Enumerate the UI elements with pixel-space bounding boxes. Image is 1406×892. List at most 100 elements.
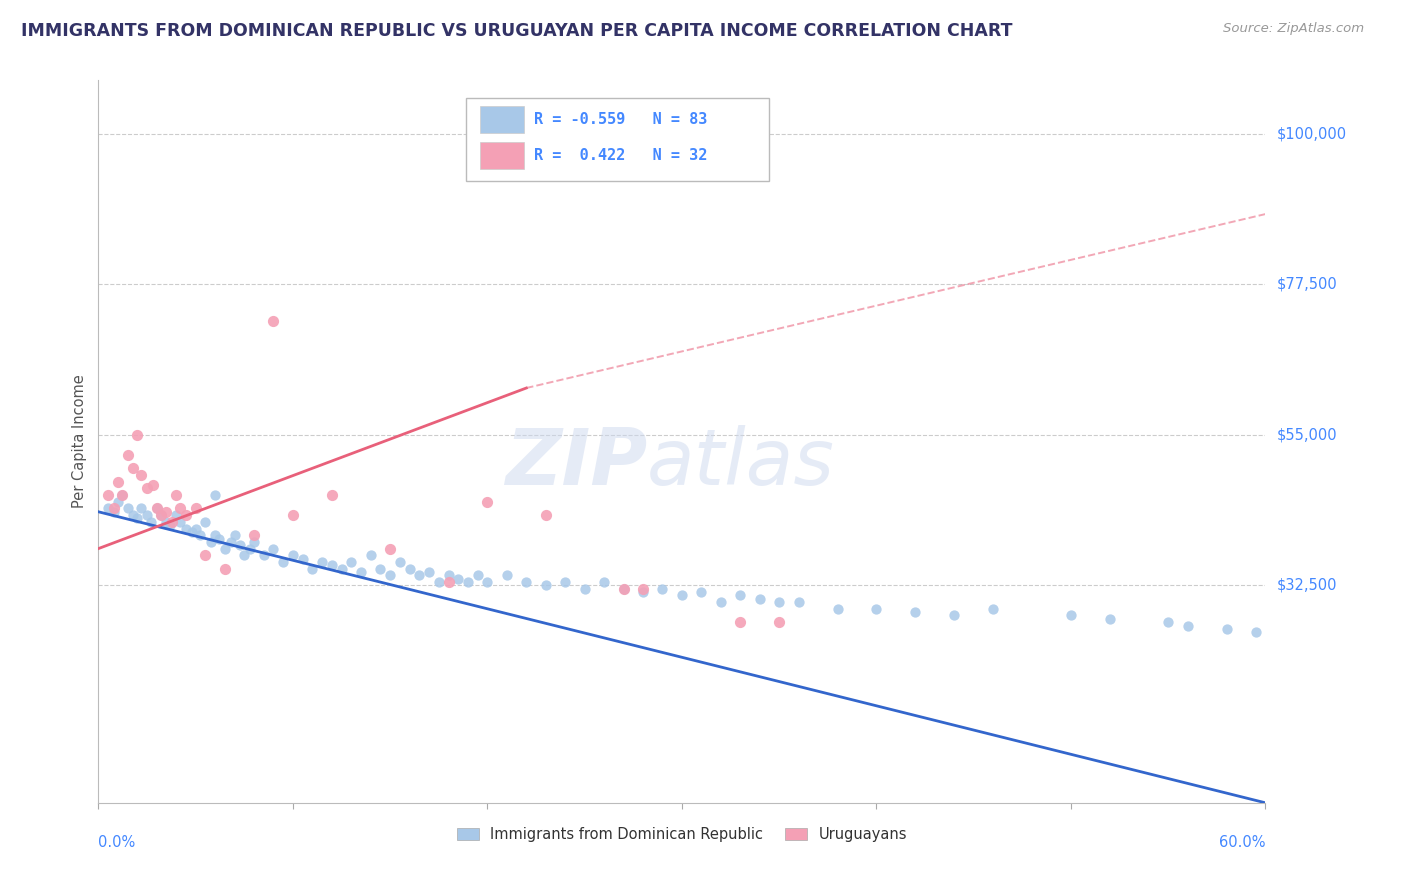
FancyBboxPatch shape <box>479 105 524 133</box>
Point <box>224 528 246 542</box>
Point <box>229 538 252 552</box>
Point <box>281 508 304 523</box>
Text: R = -0.559   N = 83: R = -0.559 N = 83 <box>534 112 707 127</box>
Point <box>214 562 236 576</box>
Point <box>671 589 693 603</box>
Point <box>418 565 440 579</box>
Point <box>457 575 479 590</box>
Point <box>200 534 222 549</box>
Point <box>613 582 636 596</box>
Point <box>427 575 450 590</box>
Text: Source: ZipAtlas.com: Source: ZipAtlas.com <box>1223 22 1364 36</box>
Point <box>127 427 149 442</box>
Point <box>1157 615 1180 630</box>
Point <box>129 501 152 516</box>
Point <box>534 508 557 523</box>
Text: $32,500: $32,500 <box>1277 578 1337 593</box>
Y-axis label: Per Capita Income: Per Capita Income <box>72 375 87 508</box>
Point <box>253 548 276 563</box>
Text: $55,000: $55,000 <box>1277 427 1337 442</box>
Point <box>380 541 402 556</box>
Point <box>169 501 191 516</box>
Point <box>904 605 927 619</box>
Point <box>350 565 373 579</box>
Text: 60.0%: 60.0% <box>1219 835 1265 850</box>
Point <box>613 582 636 596</box>
Point <box>149 508 172 523</box>
Point <box>943 608 966 623</box>
Point <box>117 448 139 462</box>
Point <box>233 548 256 563</box>
Point <box>194 515 217 529</box>
Point <box>174 508 197 523</box>
Point <box>447 572 470 586</box>
Point <box>136 508 159 523</box>
Point <box>219 534 242 549</box>
Point <box>122 461 145 475</box>
Point <box>103 505 125 519</box>
Point <box>184 501 207 516</box>
Point <box>321 558 343 573</box>
Point <box>142 478 165 492</box>
Text: $77,500: $77,500 <box>1277 277 1337 292</box>
Point <box>981 602 1004 616</box>
Point <box>311 555 333 569</box>
Point <box>477 575 499 590</box>
Point <box>204 528 226 542</box>
FancyBboxPatch shape <box>465 98 769 181</box>
Point <box>97 488 120 502</box>
Point <box>155 515 177 529</box>
Point <box>1098 612 1121 626</box>
Point <box>690 585 713 599</box>
Point <box>291 551 314 566</box>
Point <box>111 488 134 502</box>
Point <box>184 521 207 535</box>
Point <box>321 488 343 502</box>
Point <box>243 528 266 542</box>
FancyBboxPatch shape <box>479 142 524 169</box>
Point <box>730 615 752 630</box>
Point <box>865 602 887 616</box>
Point <box>467 568 489 582</box>
Point <box>165 508 187 523</box>
Point <box>398 562 420 576</box>
Point <box>340 555 363 569</box>
Point <box>1060 608 1083 623</box>
Point <box>97 501 120 516</box>
Point <box>169 515 191 529</box>
Point <box>159 518 181 533</box>
Point <box>330 562 353 576</box>
Point <box>262 541 284 556</box>
Point <box>107 475 129 489</box>
Point <box>136 482 159 496</box>
Text: atlas: atlas <box>647 425 835 501</box>
Text: ZIP: ZIP <box>505 425 647 501</box>
Point <box>437 568 460 582</box>
Point <box>208 532 231 546</box>
Text: $100,000: $100,000 <box>1277 127 1347 141</box>
Point <box>768 595 790 609</box>
Point <box>214 541 236 556</box>
Point <box>180 524 202 539</box>
Point <box>117 501 139 516</box>
Point <box>1177 618 1199 632</box>
Point <box>239 541 262 556</box>
Point <box>631 585 654 599</box>
Point <box>651 582 673 596</box>
Point <box>768 615 790 630</box>
Point <box>631 582 654 596</box>
Point <box>1215 622 1237 636</box>
Point <box>574 582 596 596</box>
Point <box>149 508 172 523</box>
Point <box>360 548 382 563</box>
Text: 0.0%: 0.0% <box>98 835 135 850</box>
Point <box>388 555 411 569</box>
Point <box>534 578 557 592</box>
Text: R =  0.422   N = 32: R = 0.422 N = 32 <box>534 148 707 163</box>
Point <box>146 501 169 516</box>
Point <box>496 568 519 582</box>
Point <box>262 314 284 328</box>
Point <box>127 511 149 525</box>
Point <box>129 467 152 482</box>
Point <box>437 575 460 590</box>
